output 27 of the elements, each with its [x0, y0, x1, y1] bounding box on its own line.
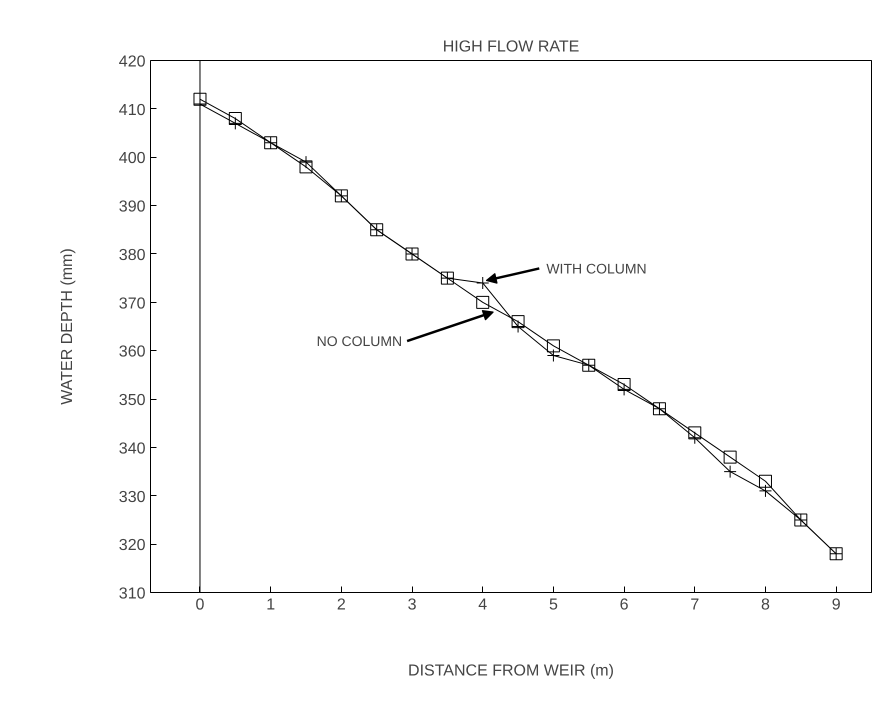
- y-tick-label: 390: [118, 198, 146, 216]
- y-axis-title: WATER DEPTH (mm): [58, 248, 76, 405]
- x-tick-label: 2: [336, 596, 346, 614]
- x-tick-label: 0: [196, 596, 205, 614]
- x-tick-label: 9: [832, 596, 841, 614]
- x-tick-label: 1: [266, 596, 276, 614]
- y-tick-label: 320: [118, 537, 146, 554]
- y-tick-label: 420: [118, 54, 146, 70]
- y-tick-label: 400: [118, 150, 146, 168]
- y-tick-label: 310: [118, 586, 146, 602]
- y-tick-label: 380: [118, 246, 146, 264]
- x-axis-title: DISTANCE FROM WEIR (m): [408, 662, 614, 680]
- y-tick-label: 340: [118, 440, 146, 458]
- x-tick-label: 8: [761, 596, 770, 614]
- x-tick-label: 4: [478, 596, 488, 614]
- x-tick-label: 3: [408, 596, 417, 614]
- y-tick-label: 330: [118, 488, 146, 506]
- y-tick-label: 370: [118, 295, 146, 312]
- x-tick-label: 7: [690, 596, 700, 614]
- x-tick-label: 6: [620, 596, 629, 614]
- x-tick-label: 5: [548, 596, 558, 614]
- y-tick-label: 410: [118, 102, 146, 119]
- chart-title: HIGH FLOW RATE: [442, 38, 580, 56]
- y-tick-label: 360: [118, 344, 146, 361]
- y-tick-label: 350: [118, 392, 146, 410]
- annotation: WITH COLUMN: [546, 260, 647, 276]
- annotation: NO COLUMN: [316, 333, 402, 350]
